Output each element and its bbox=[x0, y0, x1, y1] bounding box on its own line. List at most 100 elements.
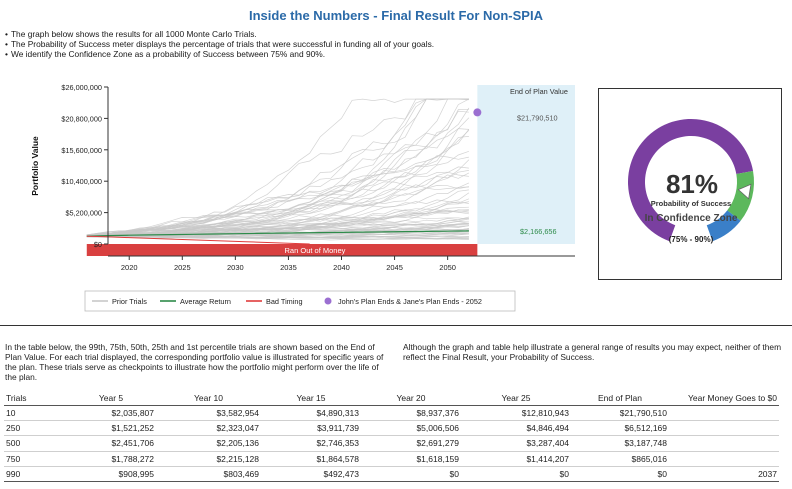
col-header: Year 25 bbox=[461, 392, 571, 406]
col-header: Trials bbox=[4, 392, 66, 406]
value-cell: $1,618,159 bbox=[361, 451, 461, 468]
value-cell: $0 bbox=[361, 466, 461, 483]
y-tick-label: $10,400,000 bbox=[61, 177, 102, 186]
bad-timing-line bbox=[86, 235, 310, 245]
col-header: Year Money Goes to $0 bbox=[669, 392, 779, 406]
value-cell: $5,006,506 bbox=[361, 420, 461, 437]
y-tick-label: $20,800,000 bbox=[61, 114, 102, 123]
prior-trial-line bbox=[86, 225, 469, 237]
value-cell: $4,846,494 bbox=[461, 420, 571, 437]
trial-cell: 250 bbox=[4, 420, 66, 437]
table-header-row: Trials Year 5 Year 10 Year 15 Year 20 Ye… bbox=[4, 392, 779, 406]
y-axis-label: Portfolio Value bbox=[30, 136, 40, 196]
value-cell: $803,469 bbox=[156, 466, 261, 483]
section-divider bbox=[0, 325, 792, 326]
col-header: Year 10 bbox=[156, 392, 261, 406]
table-row: 990 $908,995 $803,469 $492,473 $0 $0 $0 … bbox=[4, 466, 779, 483]
trial-cell: 10 bbox=[4, 405, 66, 421]
value-cell: $0 bbox=[571, 466, 669, 483]
gauge-zone: In Confidence Zone bbox=[644, 213, 738, 224]
gauge-above-zone-arc bbox=[706, 210, 741, 242]
table-explanation: In the table below, the 99th, 75th, 50th… bbox=[5, 342, 384, 382]
prior-trial-line bbox=[86, 155, 469, 237]
intro-bullets: The graph below shows the results for al… bbox=[5, 29, 434, 59]
prior-trial-line bbox=[86, 186, 469, 236]
max-end-value-label: $21,790,510 bbox=[517, 113, 558, 122]
value-cell: $2,451,706 bbox=[66, 435, 156, 452]
legend-plan-ends: John's Plan Ends & Jane's Plan Ends - 20… bbox=[338, 297, 482, 306]
col-header: End of Plan bbox=[571, 392, 669, 406]
gauge-meter bbox=[628, 119, 754, 242]
value-cell: $1,864,578 bbox=[261, 451, 361, 468]
value-cell: $1,521,252 bbox=[66, 420, 156, 437]
x-tick-label: 2020 bbox=[121, 263, 138, 272]
value-cell: $2,215,128 bbox=[156, 451, 261, 468]
legend-prior-trials: Prior Trials bbox=[112, 297, 147, 306]
prior-trial-line bbox=[86, 185, 469, 236]
table-row: 10 $2,035,807 $3,582,954 $4,890,313 $8,9… bbox=[4, 405, 779, 421]
gauge-label: Probability of Success bbox=[650, 199, 732, 208]
x-tick-label: 2025 bbox=[174, 263, 191, 272]
value-cell: $8,937,376 bbox=[361, 405, 461, 421]
value-cell: $3,287,404 bbox=[461, 435, 571, 452]
value-cell bbox=[669, 405, 779, 421]
x-tick-label: 2040 bbox=[333, 263, 350, 272]
value-cell: $21,790,510 bbox=[571, 405, 669, 421]
value-cell: $865,016 bbox=[571, 451, 669, 468]
y-tick-label: $0 bbox=[94, 240, 102, 249]
max-end-value-marker bbox=[473, 108, 482, 117]
value-cell: $2,746,353 bbox=[261, 435, 361, 452]
median-end-value-label: $2,166,656 bbox=[520, 227, 557, 236]
trial-cell: 990 bbox=[4, 466, 66, 483]
prior-trial-line bbox=[86, 98, 469, 236]
percentile-table: Trials Year 5 Year 10 Year 15 Year 20 Ye… bbox=[4, 392, 779, 483]
legend-plan-ends-swatch bbox=[324, 297, 332, 305]
value-cell: $6,512,169 bbox=[571, 420, 669, 437]
y-tick-label: $15,600,000 bbox=[61, 146, 102, 155]
gauge-range: (75% - 90%) bbox=[668, 235, 714, 244]
bullet-item: The graph below shows the results for al… bbox=[5, 29, 434, 39]
value-cell: $492,473 bbox=[261, 466, 361, 483]
value-cell: $2,691,279 bbox=[361, 435, 461, 452]
value-cell: $1,788,272 bbox=[66, 451, 156, 468]
y-tick-label: $5,200,000 bbox=[65, 209, 102, 218]
end-of-plan-zone bbox=[477, 85, 575, 244]
gauge-pointer bbox=[737, 183, 752, 200]
prior-trial-line bbox=[86, 98, 469, 236]
page-title: Inside the Numbers - Final Result For No… bbox=[249, 8, 543, 23]
prior-trial-line bbox=[86, 98, 469, 236]
final-result-note: Although the graph and table help illust… bbox=[403, 342, 782, 362]
x-tick-label: 2035 bbox=[280, 263, 297, 272]
ran-out-label: Ran Out of Money bbox=[285, 246, 346, 255]
value-cell: $1,414,207 bbox=[461, 451, 571, 468]
table-row: 500 $2,451,706 $2,205,136 $2,746,353 $2,… bbox=[4, 435, 779, 452]
value-cell: $2,323,047 bbox=[156, 420, 261, 437]
legend-average-return: Average Return bbox=[180, 297, 231, 306]
value-cell: 2037 bbox=[669, 466, 779, 483]
value-cell: $3,187,748 bbox=[571, 435, 669, 452]
value-cell: $3,911,739 bbox=[261, 420, 361, 437]
ran-out-of-money-band bbox=[86, 244, 478, 256]
legend-box bbox=[84, 290, 516, 312]
bullet-item: We identify the Confidence Zone as a pro… bbox=[5, 49, 434, 59]
x-tick-label: 2045 bbox=[386, 263, 403, 272]
end-of-plan-label: End of Plan Value bbox=[510, 87, 568, 96]
trial-cell: 500 bbox=[4, 435, 66, 452]
col-header: Year 20 bbox=[361, 392, 461, 406]
legend-bad-timing: Bad Timing bbox=[266, 297, 303, 306]
prior-trial-line bbox=[86, 98, 470, 236]
gauge-percentage: 81% bbox=[665, 169, 719, 199]
value-cell: $2,035,807 bbox=[66, 405, 156, 421]
bullet-item: The Probability of Success meter display… bbox=[5, 39, 434, 49]
gauge-confidence-zone-arc bbox=[727, 171, 754, 221]
value-cell: $4,890,313 bbox=[261, 405, 361, 421]
value-cell: $2,205,136 bbox=[156, 435, 261, 452]
value-cell: $908,995 bbox=[66, 466, 156, 483]
col-header: Year 5 bbox=[66, 392, 156, 406]
table-row: 750 $1,788,272 $2,215,128 $1,864,578 $1,… bbox=[4, 451, 779, 468]
value-cell: $0 bbox=[461, 466, 571, 483]
chart-canvas: Ran Out of Money $26,000,000 $20,800,000 $1… bbox=[30, 83, 575, 312]
x-tick-label: 2050 bbox=[439, 263, 456, 272]
x-tick-label: 2030 bbox=[227, 263, 244, 272]
average-return-line bbox=[86, 230, 469, 237]
